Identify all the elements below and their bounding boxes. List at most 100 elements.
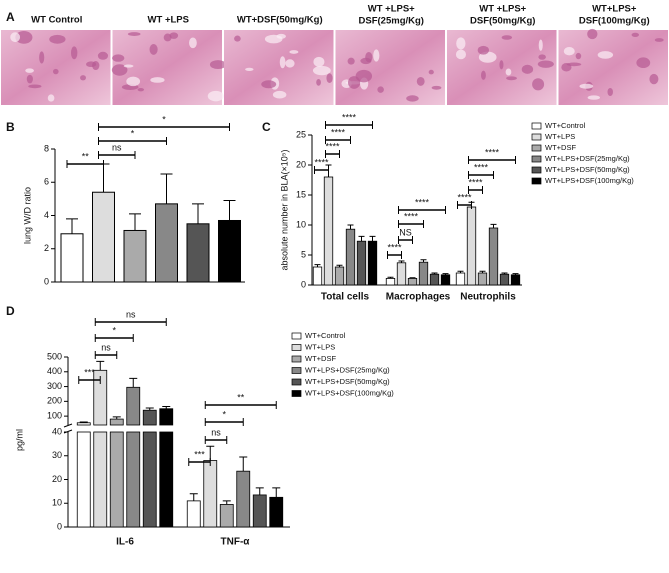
error-bar (398, 260, 405, 263)
y-tick-label: 2 (44, 243, 49, 253)
legend-label: WT+LPS+DSF(50mg/Kg) (545, 165, 630, 174)
tissue-detail (597, 51, 614, 59)
tissue-detail (365, 51, 373, 63)
bar (186, 223, 210, 283)
tissue-detail (285, 59, 295, 68)
tissue-detail (455, 49, 466, 60)
tissue-detail (537, 60, 554, 68)
error-bar (479, 270, 486, 273)
legend-swatch (291, 378, 302, 386)
axis-break (63, 423, 73, 428)
tissue-detail (538, 39, 543, 51)
bar (92, 191, 115, 283)
tissue-detail (149, 43, 158, 55)
image-title: WT Control (31, 15, 82, 26)
tissue-detail (347, 57, 355, 65)
legend-label: WT+LPS+DSF(25mg/Kg) (305, 365, 390, 374)
error-bar (66, 218, 78, 234)
histology-image (112, 30, 222, 105)
tissue-detail (127, 32, 141, 36)
image-title: WT+LPS+ (592, 4, 637, 15)
y-axis-label: lung W/D ratio (22, 187, 32, 244)
image-title: WT +LPS+ (368, 4, 415, 15)
legend-label: WT+LPS (305, 342, 335, 351)
tissue-detail (312, 65, 331, 76)
tissue-detail (28, 84, 42, 89)
significance-label: **** (468, 177, 483, 187)
tissue-detail (587, 28, 598, 40)
bar (312, 266, 323, 286)
legend-label: WT+LPS+DSF(100mg/Kg) (545, 176, 634, 185)
significance-label: *** (84, 367, 95, 377)
tissue-detail (563, 47, 575, 56)
bar-upper (142, 409, 157, 426)
tissue-detail (163, 33, 172, 42)
bar (345, 228, 356, 286)
panel-label: B (6, 120, 15, 134)
tissue-detail (123, 64, 134, 68)
error-bar (314, 264, 321, 267)
legend-swatch (291, 367, 302, 374)
panel-label: A (6, 10, 15, 24)
bar (367, 240, 378, 286)
tissue-detail (654, 38, 664, 42)
tissue-detail (207, 90, 224, 102)
tissue-detail (347, 76, 361, 89)
tissue-detail (532, 78, 545, 91)
bar (60, 233, 84, 283)
bar (440, 274, 451, 286)
error-bar (160, 173, 173, 204)
significance-label: **** (415, 197, 430, 207)
error-bar (222, 500, 231, 505)
significance-label: **** (485, 147, 500, 157)
significance-label: **** (457, 192, 472, 202)
legend-swatch (291, 355, 302, 363)
tissue-detail (607, 88, 613, 96)
tissue-detail (150, 77, 165, 83)
bar (218, 219, 241, 283)
y-tick-label: 4 (44, 210, 49, 220)
image-title: WT+DSF(50mg/Kg) (237, 15, 323, 26)
bar (407, 277, 418, 286)
tissue-detail (326, 73, 333, 84)
tissue-detail (47, 94, 55, 102)
tissue-detail (15, 31, 33, 44)
bar (429, 273, 440, 286)
error-bar (490, 223, 497, 228)
error-bar (420, 259, 427, 263)
legend-swatch (291, 390, 302, 397)
image-title: WT +LPS (148, 15, 189, 26)
error-bar (336, 264, 343, 267)
bar (396, 262, 407, 286)
y-tick-label: 25 (296, 129, 306, 139)
tissue-detail (377, 86, 384, 93)
image-title: DSF(100mg/Kg) (579, 16, 650, 27)
bar (186, 500, 201, 528)
tissue-detail (499, 60, 504, 70)
legend-label: WT+LPS+DSF(50mg/Kg) (305, 377, 390, 386)
tissue-detail (52, 68, 59, 75)
y-tick-label: 0 (57, 521, 62, 531)
image-title: DSF(25mg/Kg) (359, 16, 424, 27)
bar (159, 431, 174, 528)
x-tick-label: TNF-α (221, 537, 251, 548)
y-tick-label: 500 (47, 351, 62, 361)
significance-label: * (112, 325, 116, 335)
error-bar (442, 273, 449, 275)
error-bar (97, 163, 110, 193)
bar (109, 431, 124, 528)
legend-swatch (531, 166, 542, 174)
error-bar (129, 377, 138, 388)
tissue-detail (649, 73, 659, 85)
tissue-detail (49, 34, 66, 44)
significance-label: NS (399, 227, 412, 237)
y-tick-label: 400 (47, 366, 62, 376)
tissue-detail (481, 70, 486, 80)
bar-upper (109, 418, 124, 426)
error-bar (255, 487, 264, 495)
tissue-detail (289, 50, 299, 54)
tissue-detail (456, 37, 466, 50)
tissue-detail (428, 69, 434, 75)
tissue-detail (126, 76, 141, 87)
error-bar (189, 493, 198, 501)
